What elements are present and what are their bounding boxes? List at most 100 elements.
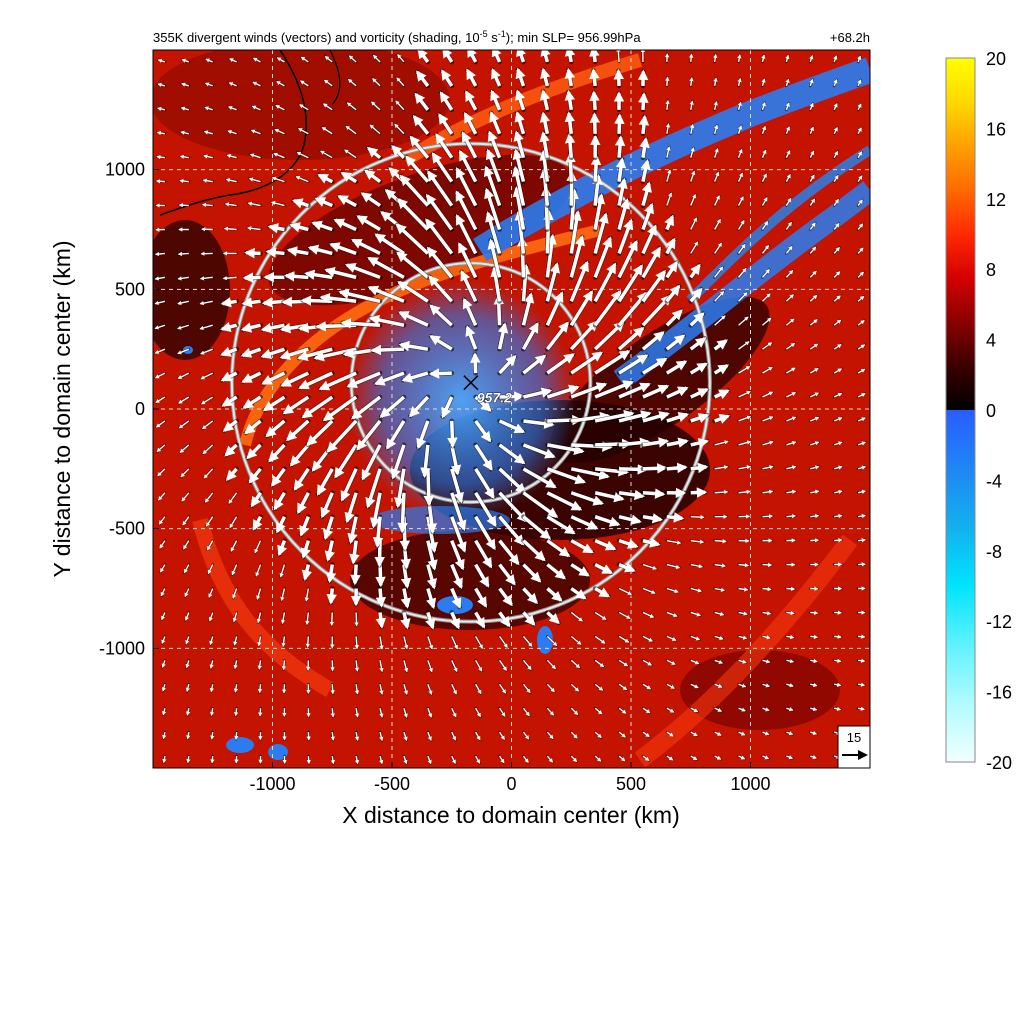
wind-vector <box>450 444 462 476</box>
wind-vector <box>761 244 770 254</box>
wind-vector <box>296 151 309 159</box>
wind-vector <box>714 440 729 446</box>
wind-vector <box>426 246 454 279</box>
wind-vector <box>498 707 506 717</box>
wind-vector <box>351 238 381 256</box>
wind-vector <box>364 169 382 184</box>
y-tick-label: 1000 <box>105 160 145 180</box>
wind-vector <box>785 367 796 374</box>
wind-vector <box>690 635 701 641</box>
wind-vector <box>833 102 838 111</box>
wind-vector <box>714 563 727 568</box>
wind-vector <box>713 100 718 110</box>
y-tick-label: 0 <box>135 399 145 419</box>
wind-vector <box>200 396 214 405</box>
wind-vector <box>714 755 722 760</box>
center-x-mark <box>463 375 479 391</box>
wind-vector <box>833 222 840 230</box>
wind-vector <box>857 271 865 278</box>
wind-vector <box>690 147 695 158</box>
wind-vector <box>594 586 611 598</box>
wind-vector <box>594 683 604 691</box>
colorbar-tick-label: 16 <box>986 119 1006 139</box>
wind-vector <box>340 468 358 502</box>
wind-vector <box>498 467 527 494</box>
wind-vector <box>786 635 795 640</box>
x-axis-label: X distance to domain center (km) <box>342 802 679 828</box>
wind-vector <box>498 515 525 546</box>
wind-vector <box>330 708 335 718</box>
wind-vector <box>714 465 729 470</box>
wind-vector <box>690 170 696 182</box>
wind-vector <box>326 588 337 605</box>
wind-vector <box>618 354 649 375</box>
wind-vector <box>690 731 698 737</box>
wind-vector <box>369 124 381 135</box>
wind-vector <box>293 467 310 491</box>
wind-vector <box>761 149 767 158</box>
wind-vector <box>251 105 261 111</box>
wind-vector <box>833 174 839 183</box>
wind-vector <box>299 104 309 111</box>
wind-vector <box>738 465 752 470</box>
wind-vector <box>395 223 430 255</box>
wind-vector <box>498 635 508 649</box>
wind-vector <box>737 77 742 87</box>
forecast-time: +68.2h <box>830 30 870 45</box>
negative-vorticity-core <box>347 280 577 520</box>
wind-vector <box>713 364 730 375</box>
wind-vector <box>809 367 819 374</box>
wind-vector <box>301 395 334 419</box>
wind-vector <box>487 130 502 159</box>
wind-vector <box>318 371 357 391</box>
wind-vector <box>857 79 862 87</box>
wind-vector <box>252 57 261 63</box>
wind-vector <box>714 171 720 182</box>
wind-vector <box>666 169 672 182</box>
wind-vector <box>546 611 560 625</box>
wind-vector <box>154 251 166 257</box>
wind-vector <box>224 202 237 207</box>
wind-vector <box>475 731 481 741</box>
wind-vector <box>265 247 285 258</box>
wind-vector <box>546 683 555 693</box>
wind-vector <box>281 636 286 648</box>
wind-vector <box>277 540 288 557</box>
wind-vector <box>322 395 358 422</box>
wind-vector <box>367 256 405 279</box>
wind-vector <box>857 223 864 230</box>
wind-vector <box>220 321 238 333</box>
wind-vector <box>397 310 429 327</box>
wind-vector <box>178 396 190 404</box>
wind-vector <box>475 707 482 718</box>
wind-vector <box>666 659 676 665</box>
wind-vector <box>762 440 774 446</box>
wind-vector <box>426 587 437 610</box>
wind-vector <box>810 465 820 470</box>
wind-vector <box>786 416 797 422</box>
wind-vector <box>157 82 166 87</box>
wind-vector <box>350 395 382 420</box>
wind-vector <box>786 610 795 616</box>
wind-vector <box>809 102 814 111</box>
wind-vector <box>857 706 866 711</box>
wind-vector <box>300 540 311 559</box>
wind-vector <box>369 492 382 529</box>
wind-vector <box>180 106 190 111</box>
wind-vector <box>522 659 532 671</box>
wind-vector <box>323 79 333 87</box>
wind-vector <box>450 587 462 609</box>
wind-vector <box>614 135 626 158</box>
x-tick-label: 500 <box>616 774 646 794</box>
wind-vector <box>279 347 309 360</box>
wind-vector <box>834 682 842 687</box>
wind-vector <box>786 465 797 470</box>
wind-vector <box>761 78 766 87</box>
negative-vorticity-patch <box>537 626 553 654</box>
wind-vector <box>431 152 454 183</box>
wind-vector <box>267 223 285 234</box>
colorbar-tick-label: 20 <box>986 49 1006 69</box>
wind-vector <box>347 78 357 87</box>
wind-vector <box>394 468 406 509</box>
wind-vector <box>522 731 530 740</box>
